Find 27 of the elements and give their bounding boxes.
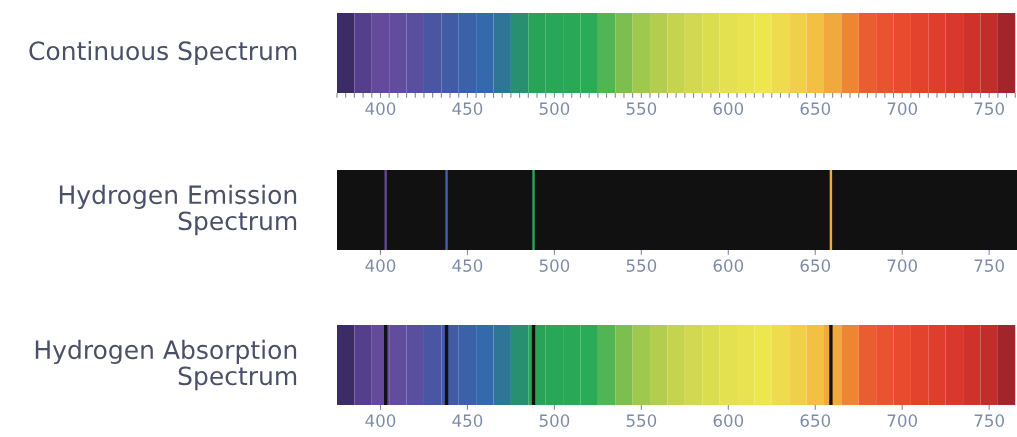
x-tick-label: 700 [887,102,918,115]
x-tick-label: 500 [539,102,570,115]
x-tick-label: 650 [800,259,831,272]
x-tick-label: 450 [452,259,483,272]
x-tick-label: 450 [452,102,483,115]
x-tick-label: 500 [539,414,570,427]
text: Continuous Spectrum [29,40,297,66]
text: Hydrogen Absorption Spectrum [35,339,297,391]
x-tick-label: 650 [800,102,831,115]
text: Hydrogen Emission Spectrum [59,184,297,236]
x-tick-label: 650 [800,414,831,427]
x-tick-label: 400 [365,102,396,115]
x-tick-label: 600 [713,414,744,427]
x-tick-label: 600 [713,102,744,115]
x-tick-label: 550 [626,102,657,115]
x-tick-label: 400 [365,414,396,427]
x-tick-label: 750 [974,259,1004,272]
x-tick-label: 700 [887,414,918,427]
x-tick-label: 750 [974,414,1004,427]
x-tick-label: 700 [887,259,918,272]
x-tick-label: 450 [452,414,483,427]
x-tick-label: 550 [626,259,657,272]
x-tick-label: 400 [365,259,396,272]
x-tick-label: 750 [974,102,1004,115]
x-tick-label: 550 [626,414,657,427]
x-tick-label: 600 [713,259,744,272]
x-tick-label: 500 [539,259,570,272]
